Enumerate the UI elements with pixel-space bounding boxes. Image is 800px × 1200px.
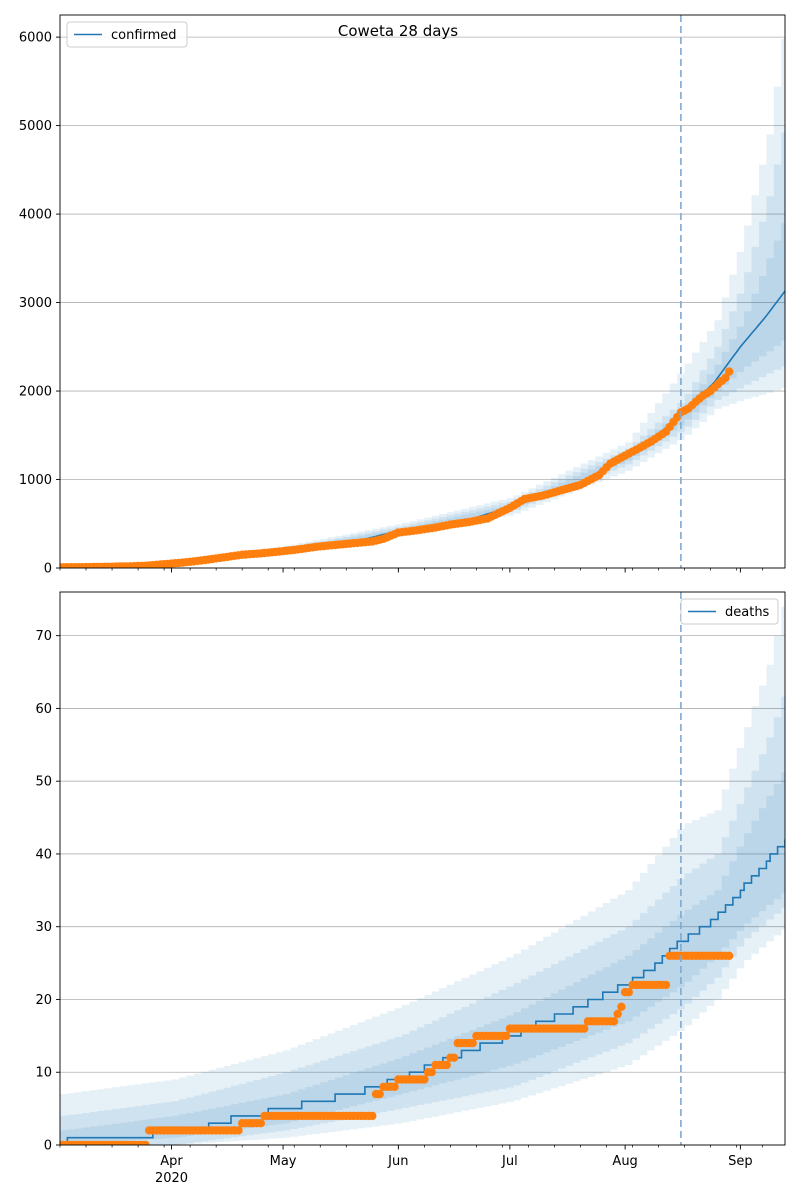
y-tick-label: 40 (35, 847, 52, 862)
y-tick-label: 3000 (19, 296, 52, 311)
legend-label: deaths (725, 605, 770, 620)
y-tick-label: 50 (35, 775, 52, 790)
observed-point (580, 1024, 589, 1033)
observed-point (256, 1119, 265, 1128)
x-tick-label: May (270, 1154, 297, 1169)
y-tick-label: 30 (35, 920, 52, 935)
observed-point (502, 1031, 511, 1041)
observed-point (721, 373, 730, 382)
observed-point (375, 1089, 384, 1099)
observed-point (725, 951, 734, 960)
y-tick-label: 1000 (19, 473, 52, 488)
y-tick-label: 10 (35, 1066, 52, 1081)
observed-point (420, 1075, 429, 1084)
y-tick-label: 0 (44, 562, 52, 577)
legend-box (680, 598, 779, 625)
observed-point (427, 1068, 436, 1077)
uncertainty-band-2 (60, 132, 785, 568)
axes-frame (59, 14, 786, 569)
uncertainty-band-1 (60, 38, 785, 568)
observed-point (661, 980, 671, 990)
y-tick-label: 2000 (19, 385, 52, 400)
y-tick-label: 6000 (19, 31, 52, 46)
legend-box (66, 21, 188, 48)
plot-area (60, 38, 785, 568)
observed-point (468, 1038, 477, 1048)
x-tick-label: Jun (387, 1154, 408, 1169)
legend-label: confirmed (111, 28, 177, 43)
y-tick-label: 4000 (19, 208, 52, 223)
y-tick-label: 0 (44, 1139, 52, 1154)
y-tick-label: 5000 (19, 119, 52, 134)
observed-point (725, 367, 734, 376)
plot-area (60, 606, 785, 1145)
observed-point (442, 1060, 451, 1070)
observed-point (609, 1017, 619, 1026)
y-tick-label: 20 (35, 993, 52, 1008)
observed-point (368, 1111, 377, 1121)
observed-point (234, 1126, 243, 1135)
uncertainty-band-2 (60, 696, 785, 1145)
y-tick-label: 70 (35, 629, 52, 644)
uncertainty-band-3 (60, 772, 785, 1145)
model-line (60, 839, 785, 1145)
x-tick-label: Sep (728, 1154, 753, 1169)
observed-point (390, 1082, 399, 1092)
deaths-panel: 0 10 20 30 40 50 60 70 Apr 2020 May Jun Jul Aug Sep dea… (35, 591, 786, 1186)
x-tick-label: Aug (612, 1154, 637, 1169)
chart-title: Coweta 28 days (338, 22, 458, 40)
confirmed-panel: 0 1000 2000 3000 4000 5000 6000 Coweta 28 days c… (19, 14, 786, 577)
x-tick-sublabel: 2020 (155, 1171, 188, 1186)
x-tick-label: Apr (160, 1154, 183, 1169)
axes-frame (59, 591, 786, 1146)
observed-point (617, 1002, 626, 1011)
observed-point (624, 988, 633, 997)
uncertainty-band-1 (60, 606, 785, 1145)
observed-point (613, 1009, 622, 1019)
x-tick-label: Jul (501, 1154, 518, 1169)
observed-point (449, 1053, 459, 1062)
observed-point (141, 1140, 150, 1145)
y-tick-label: 60 (35, 702, 52, 717)
